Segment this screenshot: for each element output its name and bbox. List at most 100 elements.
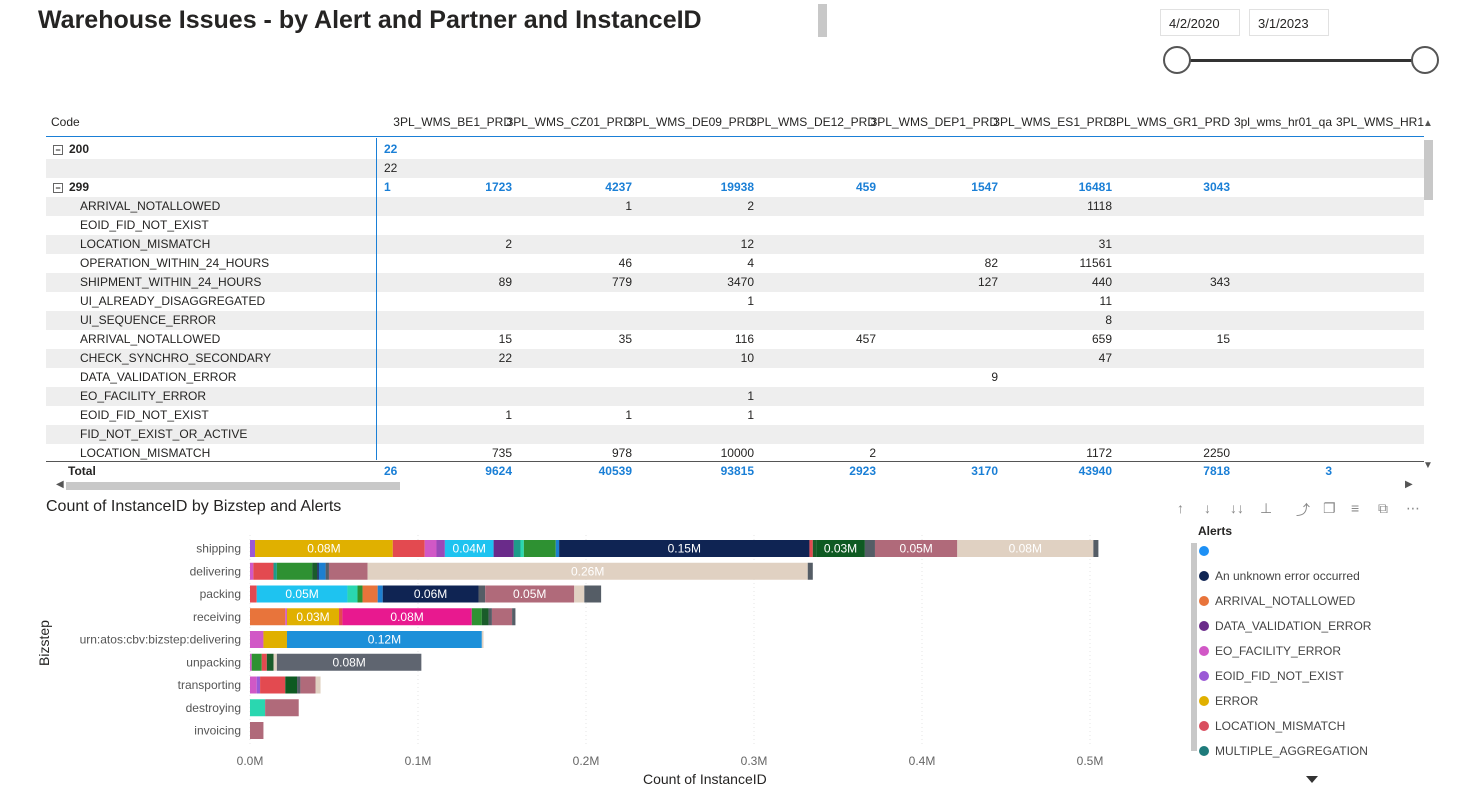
column-header[interactable]: 3PL_WMS_DE12_PRD	[749, 115, 876, 129]
legend-item[interactable]: An unknown error occurred	[1199, 567, 1360, 585]
cell-value: 22	[384, 161, 398, 175]
row-label: EOID_FID_NOT_EXIST	[80, 406, 209, 425]
bar-segment	[318, 562, 326, 580]
bar-segment	[256, 676, 261, 694]
bar-segment	[260, 676, 286, 694]
row-label-text: UI_SEQUENCE_ERROR	[80, 313, 217, 327]
row-label: ARRIVAL_NOTALLOWED	[80, 330, 220, 349]
drill-down-icon[interactable]: ↓	[1204, 500, 1211, 516]
bar-segment	[807, 562, 813, 580]
date-slider-track[interactable]	[1178, 59, 1426, 62]
data-label: 0.06M	[414, 587, 447, 601]
legend-more-icon[interactable]	[1306, 776, 1318, 783]
bar-segment	[250, 608, 286, 626]
total-divider	[46, 461, 1424, 462]
bar-segment	[261, 653, 267, 671]
legend-item[interactable]: ERROR	[1199, 692, 1258, 710]
date-end-input[interactable]: 3/1/2023	[1249, 9, 1329, 36]
date-start-input[interactable]: 4/2/2020	[1160, 9, 1240, 36]
cell-value: 1	[384, 180, 391, 194]
cell-value: 16481	[1078, 180, 1112, 194]
copy-icon[interactable]: ❐	[1323, 500, 1336, 516]
row-label-text: EO_FACILITY_ERROR	[80, 389, 207, 403]
x-axis-title: Count of InstanceID	[643, 771, 767, 787]
category-label: transporting	[178, 678, 241, 692]
collapse-icon[interactable]: −	[53, 144, 63, 155]
legend-scrollbar[interactable]	[1191, 543, 1197, 751]
legend-label: ERROR	[1215, 694, 1259, 708]
cell-value: 89	[498, 275, 512, 289]
hierarchy-icon[interactable]: ⊥	[1260, 500, 1273, 516]
bar-segment	[957, 540, 1094, 557]
legend-item[interactable]: EO_FACILITY_ERROR	[1199, 642, 1341, 660]
row-label[interactable]: −299	[53, 178, 89, 197]
y-axis-title: Bizstep	[36, 620, 52, 666]
column-header[interactable]: 3PL_WMS_DE09_PRD	[627, 115, 754, 129]
cell-value: 1118	[1087, 199, 1112, 213]
bar-segment	[256, 585, 348, 603]
bar-segment	[286, 631, 482, 648]
scroll-left-icon[interactable]: ◀	[56, 479, 64, 490]
drill-up-icon[interactable]: ↑	[1177, 500, 1184, 516]
legend-item[interactable]: LOCATION_MISMATCH	[1199, 717, 1345, 735]
date-slider-end-handle[interactable]	[1411, 46, 1439, 74]
legend-item[interactable]: ARRIVAL_NOTALLOWED	[1199, 592, 1355, 610]
column-header[interactable]: 3pl_wms_hr01_qa	[1233, 115, 1332, 129]
matrix-horizontal-scrollbar[interactable]	[66, 482, 400, 490]
cell-value: 47	[1098, 351, 1112, 365]
collapse-icon[interactable]: −	[53, 182, 63, 193]
bar-segment	[436, 540, 445, 557]
matrix-row: OPERATION_WITHIN_24_HOURS 46 4 82 11561	[46, 254, 1424, 273]
legend-item[interactable]: DATA_VALIDATION_ERROR	[1199, 617, 1371, 635]
bar-segment	[339, 608, 343, 626]
legend-label: DATA_VALIDATION_ERROR	[1215, 619, 1372, 633]
bar-segment	[555, 540, 560, 557]
expand-all-icon[interactable]: ↓↓	[1230, 500, 1244, 516]
row-label: OPERATION_WITHIN_24_HOURS	[80, 254, 269, 273]
cell-value: 978	[611, 446, 632, 460]
bar-segment	[297, 676, 301, 694]
bar-segment	[250, 653, 252, 671]
column-header[interactable]: 3PL_WMS_BE1_PRD	[393, 115, 512, 129]
cell-value: 8	[1105, 313, 1112, 327]
bar-segment	[812, 540, 817, 557]
column-header[interactable]: 3PL_WMS_CZ01_PRD	[506, 115, 632, 129]
cell-value: 459	[855, 180, 876, 194]
filter-icon[interactable]: ≡	[1351, 500, 1360, 516]
bar-segment	[816, 540, 865, 557]
matrix-row: ARRIVAL_NOTALLOWED 1 2 1118	[46, 197, 1424, 216]
bar-segment	[559, 540, 810, 557]
legend-color-dot	[1199, 746, 1209, 756]
data-label: 0.05M	[899, 542, 932, 556]
scroll-up-icon[interactable]: ▲	[1423, 118, 1433, 129]
cell-value: 43940	[1078, 464, 1112, 478]
cell-value: 3	[1325, 464, 1332, 478]
legend-item[interactable]	[1199, 542, 1215, 560]
row-label: CHECK_SYNCHRO_SECONDARY	[80, 349, 271, 368]
cell-value: 2	[505, 237, 512, 251]
row-label-text: SHIPMENT_WITHIN_24_HOURS	[80, 275, 262, 289]
column-header[interactable]: 3PL_WMS_GR1_PRD	[1109, 115, 1230, 129]
row-label-text: FID_NOT_EXIST_OR_ACTIVE	[80, 427, 248, 441]
column-header[interactable]: 3PL_WMS_DEP1_PRD	[870, 115, 998, 129]
legend-item[interactable]: MULTIPLE_AGGREGATION	[1199, 742, 1368, 760]
focus-mode-icon[interactable]: ⧉	[1378, 500, 1388, 516]
scroll-down-icon[interactable]: ▼	[1423, 460, 1433, 471]
matrix-vertical-scrollbar[interactable]	[1424, 140, 1433, 200]
column-header[interactable]: 3PL_WMS_HR1	[1335, 115, 1424, 129]
bar-segment	[523, 540, 556, 557]
scroll-right-icon[interactable]: ▶	[1405, 479, 1413, 490]
bar-segment	[250, 722, 264, 739]
cell-value: 116	[734, 332, 754, 346]
matrix-row: UI_ALREADY_DISAGGREGATED 1 11	[46, 292, 1424, 311]
more-options-icon[interactable]: ⋯	[1406, 500, 1420, 516]
date-slider-start-handle[interactable]	[1163, 46, 1191, 74]
row-label[interactable]: −200	[53, 140, 89, 159]
column-header[interactable]: 3PL_WMS_ES1_PRD	[993, 115, 1112, 129]
bar-segment	[1093, 540, 1099, 557]
pin-icon[interactable]: ⤴	[1296, 502, 1310, 518]
title-separator	[818, 4, 827, 37]
legend-color-dot	[1199, 621, 1209, 631]
header-code[interactable]: Code	[51, 115, 80, 129]
legend-item[interactable]: EOID_FID_NOT_EXIST	[1199, 667, 1344, 685]
